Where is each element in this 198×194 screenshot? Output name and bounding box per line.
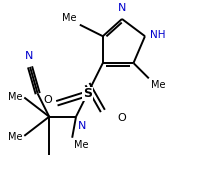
Text: S: S: [83, 87, 92, 100]
Text: N: N: [118, 3, 126, 13]
Text: Me: Me: [8, 132, 22, 142]
Text: N: N: [25, 51, 33, 61]
Text: Me: Me: [151, 80, 165, 90]
Text: O: O: [43, 95, 52, 105]
Text: Me: Me: [63, 13, 77, 23]
Text: O: O: [117, 113, 126, 123]
Text: N: N: [78, 120, 86, 131]
Text: Me: Me: [8, 92, 22, 102]
Text: Me: Me: [74, 140, 89, 150]
Text: NH: NH: [150, 30, 165, 40]
